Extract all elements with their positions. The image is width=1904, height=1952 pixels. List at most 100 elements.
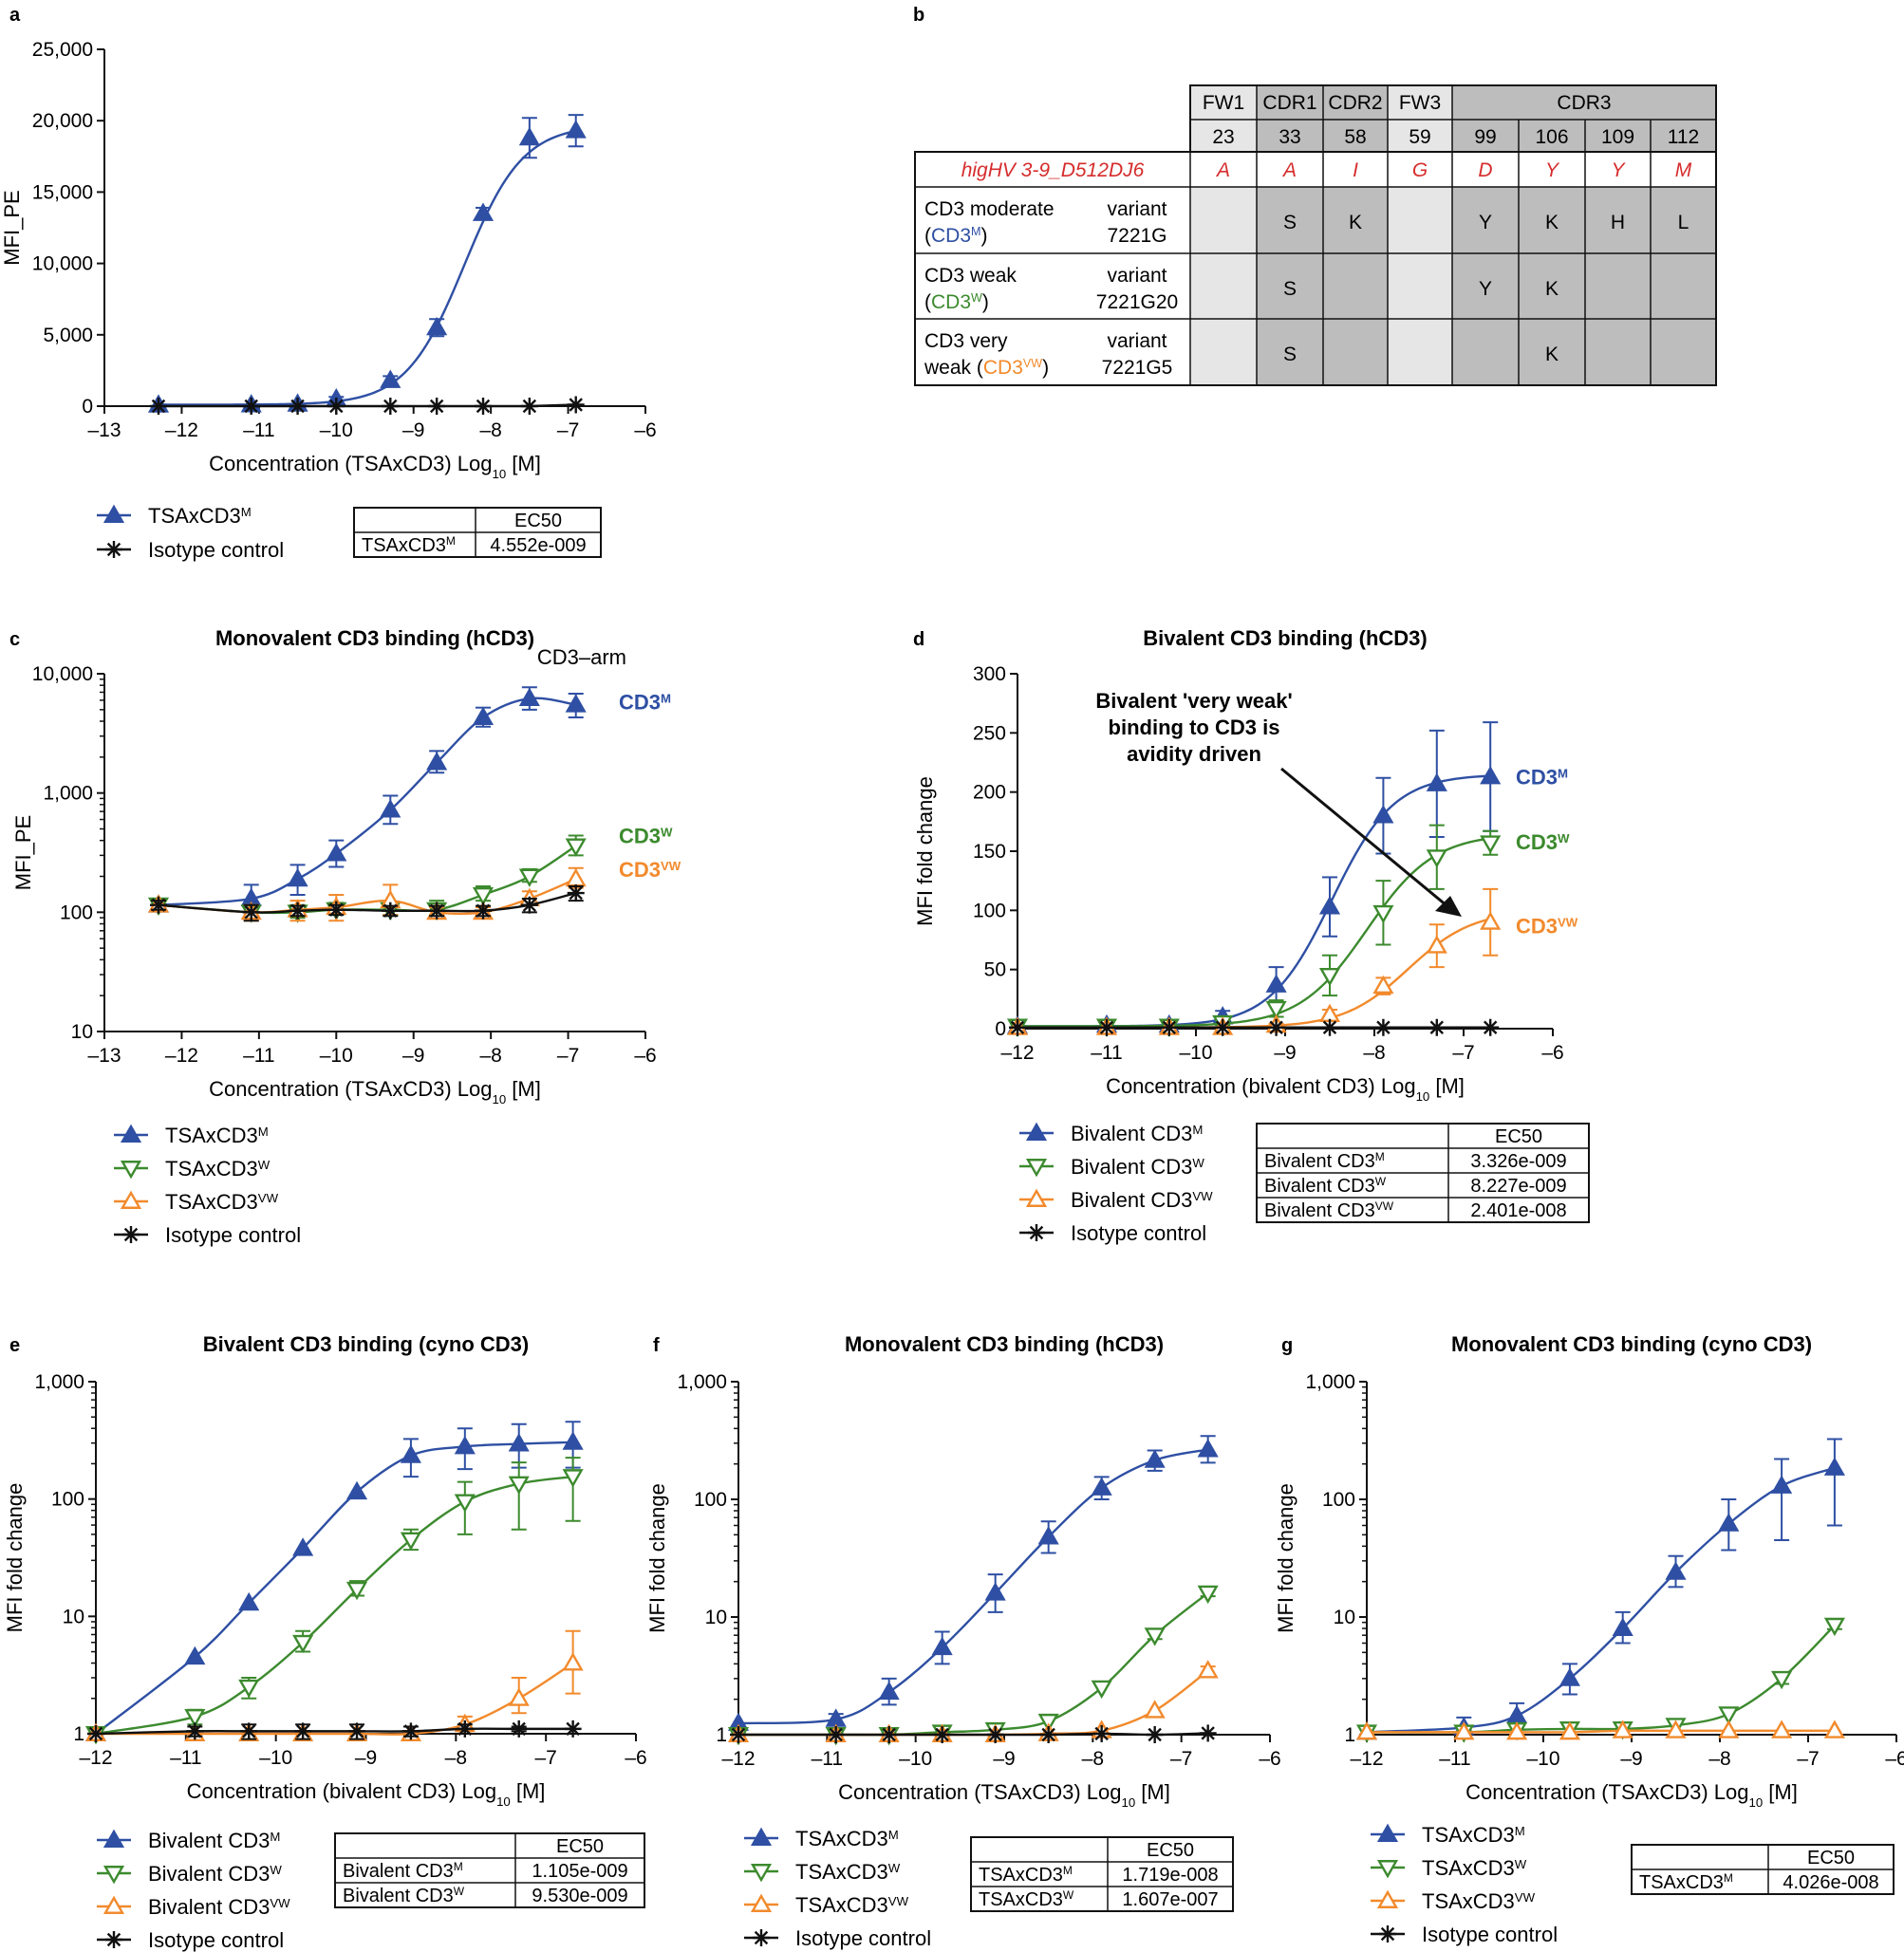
y-tick-label: 100 <box>60 902 93 923</box>
data-point <box>1199 1724 1217 1742</box>
star-stroke <box>383 903 398 918</box>
x-axis-label: Concentration (TSAxCD3) Log10 [M] <box>209 1077 541 1106</box>
legend-marker <box>103 1866 125 1885</box>
data-point <box>240 1722 258 1740</box>
panel-label: a <box>9 5 21 26</box>
star-stroke <box>1041 1727 1055 1742</box>
legend-label: Isotype control <box>148 1928 284 1952</box>
variant-abbr: (CD3W) <box>924 291 989 313</box>
region-label: CDR3 <box>1557 92 1611 114</box>
data-point <box>1823 1720 1845 1738</box>
x-tick-label: –11 <box>243 419 274 441</box>
annotation-text: Bivalent 'very weak' <box>1095 689 1292 713</box>
variant-name: CD3 very <box>924 330 1008 352</box>
legend-label: Isotype control <box>795 1926 931 1950</box>
variant-abbr: weak (CD3VW) <box>924 357 1049 379</box>
position-label: 23 <box>1212 126 1234 148</box>
star-stroke <box>151 399 166 414</box>
data-point <box>1318 967 1341 987</box>
x-axis-label: Concentration (bivalent CD3) Log10 [M] <box>1106 1074 1465 1104</box>
variant-id: 7221G <box>1107 225 1167 247</box>
data-point <box>1092 1724 1111 1742</box>
series-isotype <box>87 1720 582 1742</box>
data-point <box>472 706 495 726</box>
x-tick-label: –7 <box>1797 1748 1819 1770</box>
legend-label: TSAxCD3M <box>1422 1823 1525 1847</box>
series-M <box>1355 1438 1845 1740</box>
chart-title: Bivalent CD3 binding (hCD3) <box>1143 626 1427 650</box>
legend-marker <box>103 504 125 523</box>
star-stroke <box>1483 1020 1498 1034</box>
body-cell <box>1323 187 1388 385</box>
data-point <box>510 1720 528 1738</box>
star-stroke <box>329 399 344 414</box>
data-point <box>565 867 587 887</box>
data-point <box>1559 1720 1580 1740</box>
x-axis-label: Concentration (TSAxCD3) Log10 [M] <box>1465 1780 1798 1810</box>
star-stroke <box>829 1727 843 1742</box>
y-tick-label: 10 <box>71 1021 93 1043</box>
position-label: 99 <box>1474 126 1496 148</box>
ec50-row-name: TSAxCD3M <box>1639 1871 1733 1893</box>
ec50-value: 1.105e-009 <box>532 1861 627 1882</box>
data-point <box>1144 1700 1166 1719</box>
body-cell <box>1388 187 1452 385</box>
legend-label: TSAxCD3M <box>148 504 252 528</box>
germline-residue: G <box>1412 159 1428 181</box>
legend-marker <box>1376 1823 1399 1842</box>
data-point <box>345 1480 368 1500</box>
data-point <box>562 1431 584 1450</box>
data-point <box>289 902 307 920</box>
data-point <box>1665 1720 1687 1738</box>
data-point <box>518 126 540 146</box>
variant-name: CD3 weak <box>924 265 1017 287</box>
panel-e: e Bivalent CD3 binding (cyno CD3) –12 –11 –1… <box>3 1332 647 1952</box>
series-line <box>1366 1624 1836 1734</box>
y-tick-label: 25,000 <box>32 39 93 61</box>
data-point <box>294 1722 312 1740</box>
data-point <box>380 369 401 388</box>
data-point <box>1482 1018 1500 1036</box>
legend-label: Bivalent CD3W <box>1071 1155 1204 1179</box>
ec50-row-name: Bivalent CD3W <box>1264 1175 1387 1197</box>
series-label: CD3W <box>619 824 673 847</box>
variant-abbr: (CD3M) <box>924 225 988 247</box>
header-cell <box>1651 85 1716 152</box>
x-tick-label: –10 <box>259 1747 292 1769</box>
star-stroke <box>1148 1727 1162 1742</box>
x-tick-label: –10 <box>899 1748 932 1770</box>
data-point <box>87 1725 104 1742</box>
region-label: CDR1 <box>1262 92 1316 114</box>
x-tick-label: –7 <box>534 1747 556 1769</box>
body-cell <box>1651 187 1716 385</box>
y-tick-label: 1,000 <box>1305 1371 1355 1393</box>
header-cell <box>1323 85 1388 152</box>
variant-residue: S <box>1283 344 1297 365</box>
data-point <box>1480 835 1502 854</box>
variant-word: variant <box>1107 330 1167 352</box>
data-point <box>520 398 538 415</box>
x-tick-label: –11 <box>170 1747 201 1769</box>
ec50-header: EC50 <box>1807 1848 1855 1868</box>
legend-label: Isotype control <box>165 1223 301 1247</box>
ec50-table <box>970 1836 1234 1912</box>
germline-residue: Y <box>1545 159 1560 181</box>
legend-label: Isotype control <box>1422 1923 1558 1946</box>
x-axis-label: Concentration (TSAxCD3) Log10 [M] <box>838 1780 1170 1810</box>
data-point <box>348 1722 366 1740</box>
star-stroke <box>1215 1020 1230 1034</box>
panel-g: g Monovalent CD3 binding (cyno CD3) –12 –11… <box>1274 1332 1904 1946</box>
variant-residue: L <box>1678 212 1689 233</box>
data-point <box>562 1469 584 1488</box>
data-point <box>1372 805 1394 824</box>
data-point <box>380 799 401 818</box>
data-point <box>1453 1720 1475 1740</box>
data-point <box>933 1726 951 1743</box>
x-tick-label: –13 <box>87 1045 121 1067</box>
data-point <box>1091 1477 1112 1496</box>
star-stroke <box>457 1721 473 1737</box>
series-line <box>1017 837 1491 1028</box>
header-cell <box>1190 85 1257 152</box>
legend-label: Isotype control <box>148 538 284 562</box>
